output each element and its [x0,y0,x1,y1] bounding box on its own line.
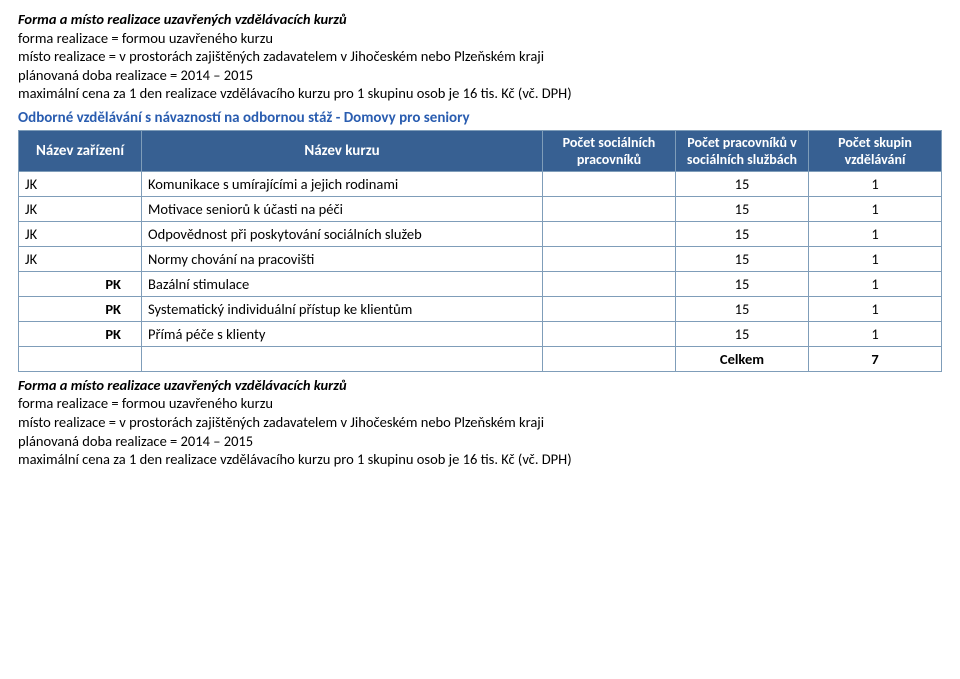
th-social-workers: Počet sociálních pracovníků [543,130,676,171]
cell-facility: PK [19,321,142,346]
cell-facility: PK [19,296,142,321]
cell-service-workers: 15 [676,271,809,296]
th-course: Název kurzu [142,130,543,171]
intro2-heading: Forma a místo realizace uzavřených vzděl… [18,376,942,395]
table-row: PKSystematický individuální přístup ke k… [19,296,942,321]
cell-social-workers [543,221,676,246]
cell-groups: 1 [809,196,942,221]
th-service-workers: Počet pracovníků v sociálních službách [676,130,809,171]
cell-service-workers: 15 [676,221,809,246]
cell-empty [543,346,676,371]
cell-total-value: 7 [809,346,942,371]
table-row: JKKomunikace s umírajícími a jejich rodi… [19,171,942,196]
cell-facility: JK [19,196,142,221]
cell-service-workers: 15 [676,196,809,221]
cell-facility: PK [19,271,142,296]
intro1-line1: forma realizace = formou uzavřeného kurz… [18,29,942,48]
table-row: JKMotivace seniorů k účasti na péči 151 [19,196,942,221]
cell-facility: JK [19,246,142,271]
cell-course: Bazální stimulace [142,271,543,296]
table-header-row: Název zařízení Název kurzu Počet sociáln… [19,130,942,171]
cell-service-workers: 15 [676,321,809,346]
intro1-heading: Forma a místo realizace uzavřených vzděl… [18,10,942,29]
cell-service-workers: 15 [676,246,809,271]
cell-social-workers [543,196,676,221]
cell-empty [142,346,543,371]
table-total-row: Celkem7 [19,346,942,371]
cell-course: Komunikace s umírajícími a jejich rodina… [142,171,543,196]
cell-course: Odpovědnost při poskytování sociálních s… [142,221,543,246]
cell-social-workers [543,296,676,321]
cell-groups: 1 [809,171,942,196]
cell-course: Motivace seniorů k účasti na péči [142,196,543,221]
section-title: Odborné vzdělávání s návazností na odbor… [18,109,942,128]
courses-table: Název zařízení Název kurzu Počet sociáln… [18,130,942,372]
cell-course: Přímá péče s klienty [142,321,543,346]
th-facility: Název zařízení [19,130,142,171]
cell-groups: 1 [809,246,942,271]
cell-course: Systematický individuální přístup ke kli… [142,296,543,321]
intro1-line4: maximální cena za 1 den realizace vzdělá… [18,84,942,103]
cell-groups: 1 [809,221,942,246]
cell-facility: JK [19,171,142,196]
cell-service-workers: 15 [676,296,809,321]
table-row: JKOdpovědnost při poskytování sociálních… [19,221,942,246]
cell-social-workers [543,271,676,296]
th-groups: Počet skupin vzdělávání [809,130,942,171]
cell-facility: JK [19,221,142,246]
cell-social-workers [543,321,676,346]
cell-empty [19,346,142,371]
cell-social-workers [543,171,676,196]
table-row: JKNormy chování na pracovišti 151 [19,246,942,271]
intro1-line3: plánovaná doba realizace = 2014 – 2015 [18,66,942,85]
intro2-line4: maximální cena za 1 den realizace vzdělá… [18,450,942,469]
table-row: PKPřímá péče s klienty 151 [19,321,942,346]
cell-social-workers [543,246,676,271]
cell-total-label: Celkem [676,346,809,371]
intro2-line2: místo realizace = v prostorách zajištěný… [18,413,942,432]
cell-service-workers: 15 [676,171,809,196]
intro1-line2: místo realizace = v prostorách zajištěný… [18,47,942,66]
intro2-line3: plánovaná doba realizace = 2014 – 2015 [18,432,942,451]
cell-groups: 1 [809,296,942,321]
table-row: PKBazální stimulace 151 [19,271,942,296]
intro2-line1: forma realizace = formou uzavřeného kurz… [18,394,942,413]
cell-groups: 1 [809,321,942,346]
cell-course: Normy chování na pracovišti [142,246,543,271]
cell-groups: 1 [809,271,942,296]
